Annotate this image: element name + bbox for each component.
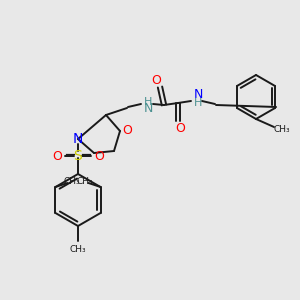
Text: O: O: [94, 149, 104, 163]
Text: O: O: [122, 124, 132, 136]
Text: O: O: [175, 122, 185, 134]
Text: N: N: [193, 88, 203, 100]
Text: N: N: [73, 132, 83, 146]
Text: N: N: [143, 103, 153, 116]
Text: O: O: [52, 149, 62, 163]
Text: O: O: [151, 74, 161, 88]
Text: CH₃: CH₃: [70, 244, 86, 253]
Text: S: S: [74, 149, 82, 163]
Text: CH₃: CH₃: [63, 176, 80, 185]
Text: CH₃: CH₃: [274, 124, 290, 134]
Text: CH₃: CH₃: [76, 176, 93, 185]
Text: H: H: [144, 97, 152, 107]
Text: H: H: [194, 98, 202, 108]
